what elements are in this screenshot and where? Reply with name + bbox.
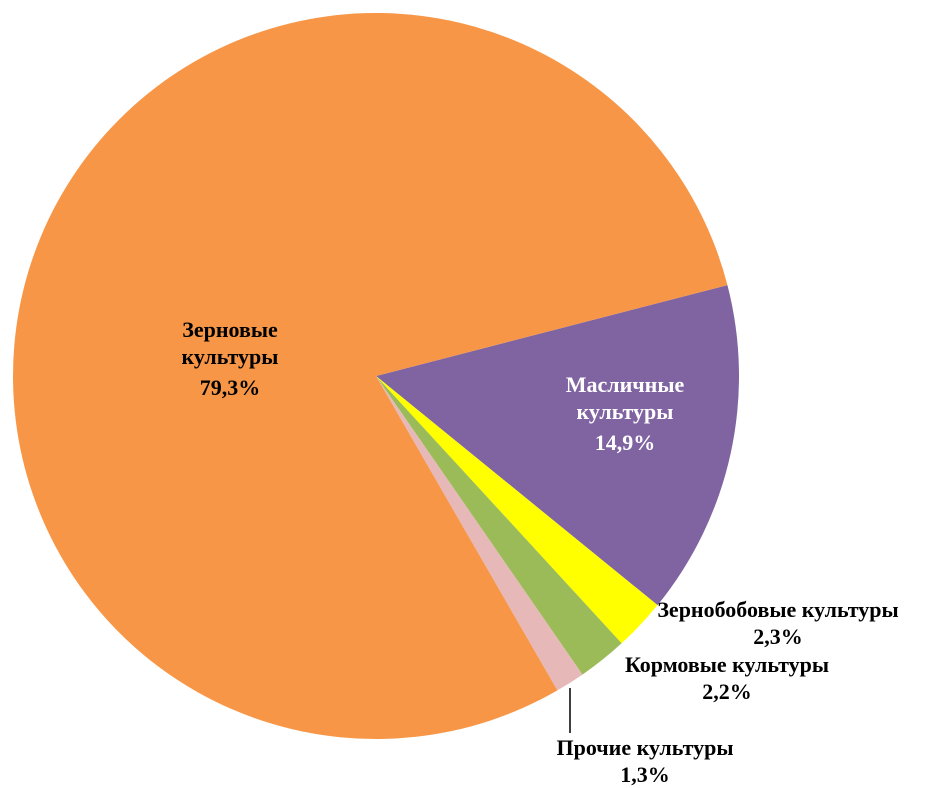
slice-label: Зернобобовые культуры: [657, 597, 899, 622]
slice-value-label: 79,3%: [199, 375, 261, 400]
slice-value-label: 14,9%: [594, 430, 656, 455]
pie-slice: [376, 376, 622, 675]
pie-slice: [376, 285, 739, 606]
slice-label: Зерновые культуры: [181, 317, 279, 369]
pie-slice: [376, 376, 583, 691]
slice-value-label: 2,3%: [753, 624, 803, 649]
pie-slice: [13, 12, 728, 739]
slice-label: Масличные культуры: [565, 372, 685, 424]
pie-slice: [376, 376, 658, 644]
slice-label: Кормовые культуры: [624, 652, 830, 677]
slice-label: Прочие культуры: [556, 735, 734, 760]
slice-value-label: 2,2%: [702, 679, 752, 704]
slice-value-label: 1,3%: [620, 762, 670, 787]
